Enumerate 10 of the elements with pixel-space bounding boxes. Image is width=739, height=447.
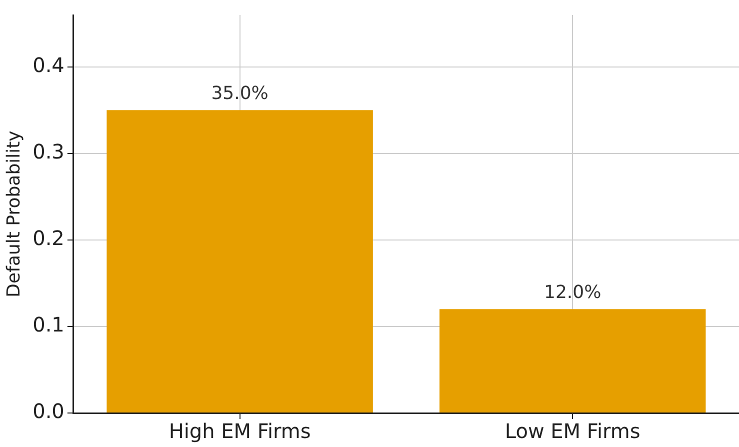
x-tick-label: Low EM Firms bbox=[504, 419, 640, 444]
y-tick-label: 0.0 bbox=[32, 399, 64, 424]
data-label: 35.0% bbox=[211, 82, 268, 104]
y-tick-label: 0.3 bbox=[32, 140, 64, 164]
y-tick-label: 0.2 bbox=[32, 226, 64, 250]
y-axis-title: Default Probability bbox=[3, 130, 24, 298]
data-label: 12.0% bbox=[544, 282, 602, 303]
x-tick-label: High EM Firms bbox=[168, 419, 311, 444]
y-tick-label: 0.1 bbox=[32, 312, 64, 337]
y-tick-label: 0.4 bbox=[32, 53, 64, 78]
